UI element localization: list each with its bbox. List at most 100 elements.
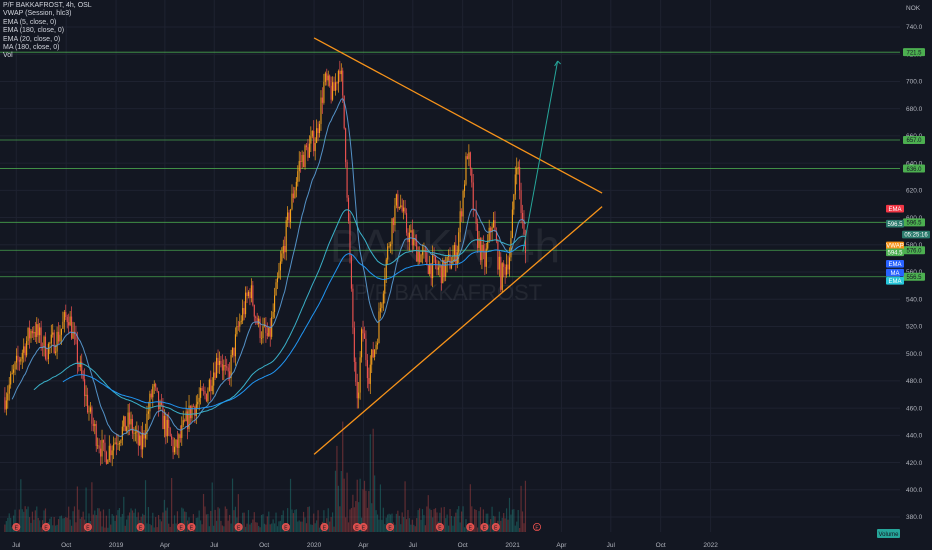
volume-bar (510, 514, 512, 532)
candle-body (313, 130, 315, 152)
earnings-marker-letter: E (362, 525, 366, 531)
candle-body (100, 448, 102, 457)
candle-body (497, 241, 499, 270)
candle-body (4, 397, 6, 410)
volume-bar (20, 479, 22, 532)
earnings-marker-letter: E (323, 525, 327, 531)
volume-bar (153, 527, 155, 532)
candle-body (362, 329, 364, 334)
volume-bar (384, 524, 386, 532)
volume-bar (271, 523, 273, 532)
candle-body (127, 412, 129, 427)
volume-bar (363, 480, 366, 532)
candle-body (39, 327, 41, 336)
volume-bar (43, 510, 45, 532)
volume-bar (479, 507, 482, 532)
candle-body (372, 349, 374, 358)
price-tag (886, 219, 904, 228)
price-tick-label: 500.0 (906, 351, 923, 358)
candle-body (363, 333, 366, 339)
candle-body (265, 325, 267, 334)
volume-bar (26, 509, 28, 532)
candle-body (458, 232, 460, 253)
candle-body (310, 136, 312, 144)
volume-bar (97, 508, 99, 532)
time-axis[interactable]: Jul Oct 2019 Apr Jul Oct 2020 Apr Jul Oct 2021 Apr J… (0, 538, 932, 550)
candle-body (259, 318, 261, 339)
candle-body (459, 211, 461, 233)
volume-bar (230, 523, 232, 532)
volume-bar (223, 526, 225, 532)
trendlines[interactable] (313, 37, 603, 455)
candle-body (11, 372, 13, 374)
candle-body (56, 331, 58, 352)
candle-body (142, 432, 144, 450)
candle-body (281, 253, 283, 262)
candle-body (249, 291, 251, 299)
candle-body (430, 263, 432, 279)
candle-body (217, 357, 219, 366)
candle-body (500, 256, 502, 290)
volume-bar (452, 525, 454, 532)
volume-bar (414, 526, 416, 532)
candle-body (475, 209, 477, 224)
volume-bar (382, 507, 384, 532)
candle-body (246, 292, 248, 297)
candle-body (494, 220, 496, 232)
level-tag-label: 556.5 (906, 275, 922, 281)
price-tick-label: 740.0 (906, 24, 923, 31)
price-tick-label: 420.0 (906, 460, 923, 467)
price-tick-label: 640.0 (906, 160, 923, 167)
candle-body (465, 156, 467, 185)
candle-body (88, 411, 90, 413)
candles (4, 60, 526, 467)
candle-body (297, 171, 299, 182)
horizontal-levels[interactable] (0, 51, 900, 278)
volume-bar (375, 510, 377, 532)
earnings-marker (491, 523, 500, 532)
volume-bar (169, 526, 171, 532)
volume-bar (433, 509, 435, 532)
candle-body (433, 255, 435, 257)
volume-bar (70, 525, 73, 532)
volume-bar (426, 506, 428, 532)
candle-body (292, 193, 294, 198)
time-tick-label: Apr (556, 542, 567, 549)
price-tag-label: EMA (888, 262, 901, 268)
volume-bar (250, 522, 252, 532)
volume-bar (31, 511, 34, 532)
volume-bar (59, 516, 61, 532)
candle-body (231, 347, 234, 355)
volume-bar (268, 511, 270, 532)
volume-bar (105, 515, 107, 532)
candle-body (201, 387, 203, 391)
candle-body (295, 181, 297, 191)
price-tick-label: 540.0 (906, 296, 923, 303)
candle-body (392, 218, 395, 226)
earnings-marker (42, 523, 51, 532)
volume-bar (204, 506, 206, 532)
volume-bar (8, 513, 10, 532)
candle-body (52, 332, 54, 335)
candle-body (150, 393, 152, 398)
candle-body (126, 426, 128, 432)
earnings-marker (12, 523, 21, 532)
candle-body (62, 321, 64, 329)
volume-bar (387, 514, 389, 532)
volume-bar (498, 511, 500, 532)
candle-body (329, 75, 331, 86)
candle-body (236, 326, 238, 335)
candle-body (188, 405, 190, 429)
earnings-marker (533, 523, 542, 532)
candle-body (194, 406, 196, 417)
volume-bar (195, 517, 197, 532)
candle-body (517, 167, 519, 169)
candle-body (524, 234, 526, 253)
candle-body (269, 327, 271, 337)
volume-bar (159, 519, 161, 532)
volume-bar (440, 507, 442, 532)
volume-bar (14, 509, 16, 532)
volume-bar (201, 524, 203, 532)
